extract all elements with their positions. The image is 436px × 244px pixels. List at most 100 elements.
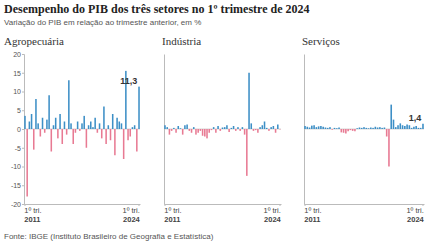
bar <box>264 122 266 130</box>
bar <box>336 128 338 130</box>
y-tick-label: 0 <box>17 126 21 133</box>
bar <box>365 128 367 129</box>
y-tick: 5 <box>17 107 24 114</box>
bar <box>222 128 224 130</box>
bar <box>186 125 188 130</box>
bar <box>81 123 83 129</box>
bar <box>97 129 99 133</box>
bar <box>354 129 356 131</box>
bar <box>189 129 191 131</box>
bar <box>70 123 72 129</box>
panel-title: Agropecuária <box>4 35 64 47</box>
bar <box>233 126 235 129</box>
bar <box>184 125 186 129</box>
bar <box>402 125 404 129</box>
bar <box>193 127 195 129</box>
y-tick-mark <box>22 148 24 149</box>
y-tick-mark <box>22 185 24 186</box>
bar <box>320 126 322 129</box>
x-tick: 1º tri.2011 <box>304 204 321 224</box>
bar <box>395 127 397 129</box>
bar <box>208 129 210 133</box>
bar <box>345 129 347 134</box>
bar <box>273 126 275 129</box>
bar <box>277 125 279 130</box>
x-tick-label: 1º tri.2011 <box>24 206 41 224</box>
bar <box>123 129 125 159</box>
bar <box>90 122 92 130</box>
bar <box>415 126 417 129</box>
x-axis-line <box>25 204 141 205</box>
bar <box>171 129 173 131</box>
bar <box>35 99 37 129</box>
y-tick-mark <box>22 167 24 168</box>
x-tick: 1º tri.2011 <box>24 204 41 224</box>
y-axis-line <box>22 55 25 205</box>
bar <box>86 129 88 148</box>
bar <box>248 73 250 129</box>
bar <box>226 125 228 129</box>
bar <box>250 123 252 129</box>
y-tick-label: 10 <box>13 88 21 95</box>
bar <box>134 125 136 129</box>
bar <box>253 129 255 131</box>
bar <box>341 129 343 132</box>
bar <box>94 118 96 129</box>
y-tick: 10 <box>13 88 24 95</box>
x-tick: 1º tri.2024 <box>406 204 424 224</box>
bar <box>379 127 381 129</box>
y-axis-line <box>304 55 305 205</box>
bar <box>57 129 59 138</box>
x-tick: 1º tri.2024 <box>122 204 140 224</box>
bar <box>211 129 213 130</box>
bar <box>213 127 215 129</box>
bar <box>411 128 413 129</box>
bar <box>361 128 363 129</box>
bar <box>231 128 233 129</box>
bar <box>275 129 277 133</box>
bar <box>66 129 68 135</box>
bar <box>180 128 182 130</box>
bar <box>108 125 110 129</box>
bar <box>202 129 204 136</box>
bar <box>112 114 114 129</box>
bar <box>347 129 349 131</box>
bar <box>195 129 197 135</box>
y-tick-label: -15 <box>11 182 21 189</box>
bar <box>381 128 383 129</box>
x-tick: 1º tri.2024 <box>263 204 281 224</box>
bar <box>246 129 248 176</box>
x-tick-label: 1º tri.2011 <box>304 206 321 224</box>
bar <box>318 126 320 129</box>
bar <box>51 129 53 152</box>
y-tick-mark <box>22 54 24 55</box>
y-tick: -20 <box>11 201 24 208</box>
bar <box>48 95 50 129</box>
panel: Serviços1º tri.20111º tri.20241,4 <box>302 35 425 224</box>
y-tick: 15 <box>13 69 24 76</box>
bar <box>268 129 270 131</box>
bar <box>175 129 177 133</box>
bar <box>309 128 311 130</box>
bar <box>228 129 230 132</box>
bar <box>311 126 313 129</box>
bar <box>24 116 26 129</box>
bar <box>215 129 217 133</box>
bar <box>237 127 239 129</box>
y-tick-mark <box>22 92 24 93</box>
bar <box>29 122 31 130</box>
bar <box>191 129 193 133</box>
y-axis <box>304 55 305 205</box>
bar <box>105 129 107 144</box>
y-tick-mark <box>22 110 24 111</box>
annotation: 11,3 <box>120 76 137 86</box>
bar <box>200 129 202 131</box>
y-tick-label: -20 <box>11 201 21 208</box>
bar <box>46 120 48 129</box>
panel-title: Serviços <box>302 35 340 47</box>
x-axis-line <box>305 204 425 205</box>
bar <box>235 129 237 131</box>
bar <box>177 126 179 129</box>
bar <box>406 125 408 130</box>
y-tick-mark <box>22 129 24 130</box>
